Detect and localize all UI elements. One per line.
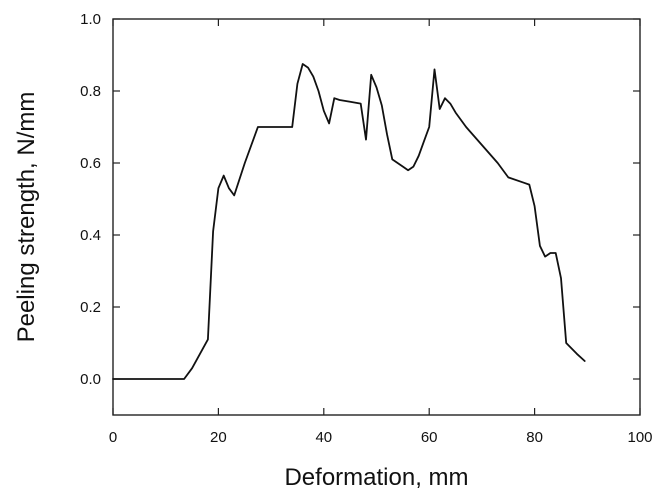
y-axis-title: Peeling strength, N/mm	[13, 92, 40, 343]
axes	[112, 18, 641, 416]
plot-frame	[112, 18, 641, 416]
y-tick-label: 0.2	[80, 299, 101, 316]
y-tick-label: 0.0	[80, 371, 101, 388]
y-tick-label: 0.4	[80, 227, 101, 244]
x-tick-label: 40	[315, 429, 332, 446]
data-series-line	[112, 63, 586, 380]
y-tick-label: 0.8	[80, 83, 101, 100]
series-layer	[112, 63, 586, 380]
x-axis-title: Deformation, mm	[284, 464, 468, 491]
ticks: 0 20 40 60 80 100 0.0 0.2 0.4 0.6 0.8 1.0	[80, 11, 652, 446]
x-tick-label: 0	[109, 429, 117, 446]
x-tick-label: 20	[210, 429, 227, 446]
x-tick-label: 100	[627, 429, 652, 446]
x-tick-label: 60	[421, 429, 438, 446]
x-tick-label: 80	[526, 429, 543, 446]
y-tick-label: 0.6	[80, 155, 101, 172]
y-tick-label: 1.0	[80, 11, 101, 28]
